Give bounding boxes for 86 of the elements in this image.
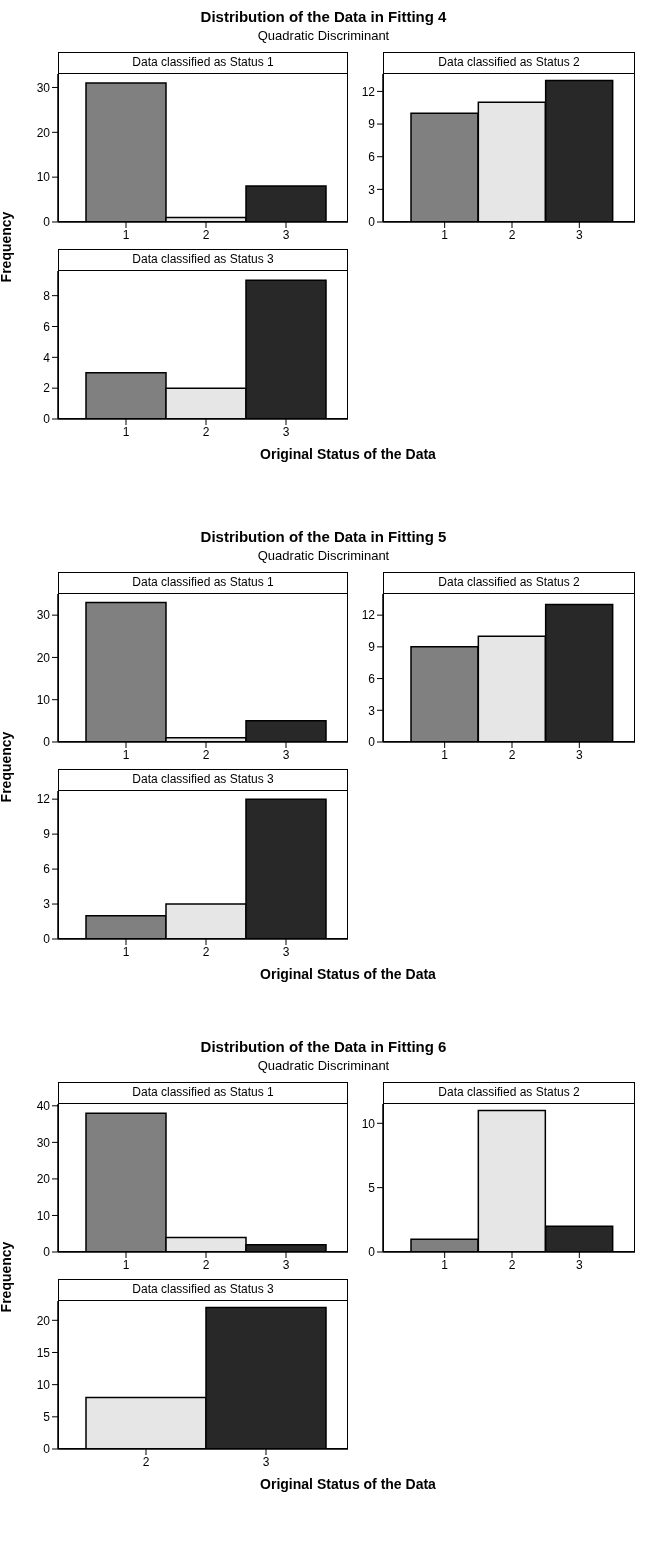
chart-title: Distribution of the Data in Fitting 6	[199, 1038, 448, 1055]
y-tick-label: 30	[36, 608, 51, 623]
x-axis-title: Original Status of the Data	[259, 966, 437, 982]
text: Data classified as Status 2	[437, 55, 581, 69]
y-tick-label: 10	[36, 692, 51, 707]
text: Data classified as Status 2	[437, 1085, 581, 1099]
y-tick-label: 5	[43, 1410, 51, 1425]
text: Data classified as Status 2	[437, 575, 581, 589]
chart-subtitle: Quadratic Discriminant	[256, 28, 391, 43]
x-tick-label: 3	[282, 747, 290, 762]
y-tick-label: 0	[43, 215, 51, 230]
chart-title: Distribution of the Data in Fitting 5	[199, 528, 448, 545]
x-tick-label: 3	[575, 747, 583, 762]
y-tick-label: 0	[368, 1245, 376, 1260]
y-tick-label: 0	[43, 412, 51, 427]
y-tick-label: 20	[36, 125, 51, 140]
y-tick-label: 12	[361, 84, 376, 99]
x-tick-label: 1	[122, 944, 130, 959]
text: Data classified as Status 1	[131, 1085, 275, 1099]
x-tick-label: 2	[202, 944, 210, 959]
x-tick-label: 2	[202, 227, 210, 242]
y-tick-label: 20	[36, 650, 51, 665]
y-tick-label: 9	[43, 827, 51, 842]
y-tick-label: 12	[361, 608, 376, 623]
y-tick-label: 5	[368, 1180, 376, 1195]
x-tick-label: 1	[441, 747, 449, 762]
x-axis-title: Original Status of the Data	[259, 1476, 437, 1492]
x-axis-title: Original Status of the Data	[259, 446, 437, 462]
y-tick-label: 6	[43, 862, 51, 877]
x-tick-label: 3	[575, 1257, 583, 1272]
y-tick-label: 0	[43, 932, 51, 947]
y-axis-title: Frequency	[0, 1241, 14, 1313]
y-tick-label: 3	[368, 703, 376, 718]
x-tick-label: 2	[202, 747, 210, 762]
y-axis-title: Frequency	[0, 731, 14, 803]
x-tick-label: 1	[441, 1257, 449, 1272]
y-tick-label: 2	[43, 381, 51, 396]
x-tick-label: 3	[575, 227, 583, 242]
y-tick-label: 4	[43, 350, 51, 365]
y-axis-title: Frequency	[0, 211, 14, 283]
y-tick-label: 0	[368, 735, 376, 750]
y-tick-label: 8	[43, 288, 51, 303]
y-tick-label: 3	[368, 182, 376, 197]
text: Data classified as Status 1	[131, 55, 275, 69]
text: Data classified as Status 3	[131, 1282, 275, 1296]
text: Data classified as Status 1	[131, 575, 275, 589]
x-tick-label: 2	[202, 424, 210, 439]
y-tick-label: 0	[43, 1245, 51, 1260]
x-tick-label: 3	[282, 227, 290, 242]
x-tick-label: 1	[122, 747, 130, 762]
y-tick-label: 3	[43, 897, 51, 912]
y-tick-label: 6	[43, 319, 51, 334]
x-tick-label: 1	[122, 1257, 130, 1272]
chart-subtitle: Quadratic Discriminant	[256, 548, 391, 563]
y-tick-label: 0	[43, 1442, 51, 1457]
x-tick-label: 1	[441, 227, 449, 242]
y-tick-label: 15	[36, 1345, 51, 1360]
y-tick-label: 20	[36, 1172, 51, 1187]
y-tick-label: 0	[368, 215, 376, 230]
y-tick-label: 9	[368, 640, 376, 655]
y-tick-label: 0	[43, 735, 51, 750]
y-tick-label: 40	[36, 1099, 51, 1114]
x-tick-label: 1	[122, 227, 130, 242]
y-tick-label: 10	[36, 1377, 51, 1392]
y-tick-label: 10	[361, 1116, 376, 1131]
x-tick-label: 3	[282, 944, 290, 959]
chart-title: Distribution of the Data in Fitting 4	[199, 8, 448, 25]
y-tick-label: 6	[368, 149, 376, 164]
y-tick-label: 9	[368, 117, 376, 132]
y-tick-label: 10	[36, 170, 51, 185]
x-tick-label: 3	[282, 1257, 290, 1272]
text: Data classified as Status 3	[131, 772, 275, 786]
chart-subtitle: Quadratic Discriminant	[256, 1058, 391, 1073]
x-tick-label: 2	[202, 1257, 210, 1272]
y-tick-label: 30	[36, 1135, 51, 1150]
x-tick-label: 2	[508, 227, 516, 242]
y-tick-label: 20	[36, 1313, 51, 1328]
y-tick-label: 6	[368, 671, 376, 686]
y-tick-label: 30	[36, 80, 51, 95]
x-tick-label: 2	[508, 747, 516, 762]
x-tick-label: 2	[508, 1257, 516, 1272]
text: Data classified as Status 3	[131, 252, 275, 266]
y-tick-label: 10	[36, 1208, 51, 1223]
x-tick-label: 3	[282, 424, 290, 439]
x-tick-label: 1	[122, 424, 130, 439]
y-tick-label: 12	[36, 792, 51, 807]
